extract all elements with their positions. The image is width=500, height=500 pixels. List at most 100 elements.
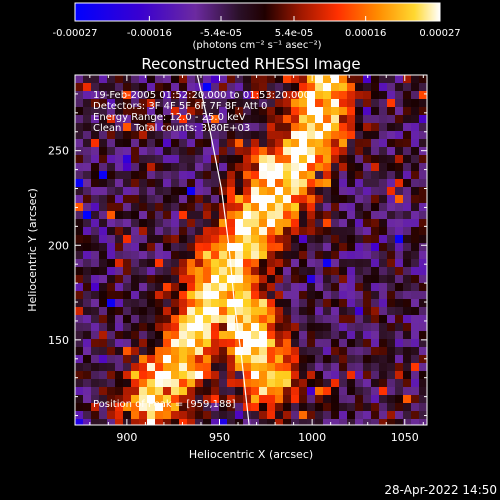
heatmap-cell xyxy=(211,419,220,425)
heatmap-cell xyxy=(203,267,212,276)
heatmap-cell xyxy=(99,227,108,236)
heatmap-cell xyxy=(315,147,324,156)
heatmap-cell xyxy=(235,235,244,244)
heatmap-cell xyxy=(299,91,308,100)
heatmap-cell xyxy=(379,323,388,332)
heatmap-cell xyxy=(187,99,196,108)
heatmap-cell xyxy=(219,323,228,332)
heatmap-cell xyxy=(83,339,92,348)
heatmap-cell xyxy=(339,267,348,276)
heatmap-cell xyxy=(155,147,164,156)
heatmap-cell xyxy=(315,219,324,228)
heatmap-cell xyxy=(339,171,348,180)
heatmap-cell xyxy=(371,139,380,148)
heatmap-cell xyxy=(363,203,372,212)
heatmap-cell xyxy=(259,235,268,244)
heatmap-cell xyxy=(275,163,284,172)
heatmap-cell xyxy=(203,99,212,108)
heatmap-cell xyxy=(291,187,300,196)
heatmap-cell xyxy=(75,267,84,276)
heatmap-cell xyxy=(291,139,300,148)
heatmap-cell xyxy=(235,387,244,396)
heatmap-cell xyxy=(299,259,308,268)
heatmap-cell xyxy=(251,195,260,204)
heatmap-cell xyxy=(339,379,348,388)
heatmap-cell xyxy=(411,179,420,188)
heatmap-cell xyxy=(91,243,100,252)
heatmap-cell xyxy=(403,291,412,300)
heatmap-cell xyxy=(75,99,84,108)
heatmap-cell xyxy=(91,395,100,404)
heatmap-cell xyxy=(83,115,92,124)
heatmap-cell xyxy=(227,219,236,228)
heatmap-cell xyxy=(315,419,324,425)
heatmap-cell xyxy=(179,139,188,148)
heatmap-cell xyxy=(379,387,388,396)
heatmap-cell xyxy=(323,187,332,196)
heatmap-cell xyxy=(347,179,356,188)
heatmap-cell xyxy=(171,411,180,420)
heatmap-cell xyxy=(387,75,396,84)
heatmap-cell xyxy=(395,347,404,356)
heatmap-cell xyxy=(75,387,84,396)
heatmap-cell xyxy=(171,83,180,92)
heatmap-cell xyxy=(347,171,356,180)
heatmap-cell xyxy=(307,91,316,100)
heatmap-cell xyxy=(315,83,324,92)
heatmap-cell xyxy=(227,379,236,388)
heatmap-cell xyxy=(147,299,156,308)
heatmap-cell xyxy=(235,323,244,332)
heatmap-cell xyxy=(243,419,252,425)
heatmap-cell xyxy=(203,91,212,100)
heatmap-cell xyxy=(379,203,388,212)
heatmap-cell xyxy=(107,99,116,108)
heatmap-cell xyxy=(379,131,388,140)
heatmap-cell xyxy=(347,235,356,244)
heatmap-cell xyxy=(379,339,388,348)
heatmap-cell xyxy=(155,123,164,132)
heatmap-cell xyxy=(139,107,148,116)
heatmap-cell xyxy=(195,275,204,284)
heatmap-cell xyxy=(251,115,260,124)
heatmap-cell xyxy=(395,395,404,404)
heatmap-cell xyxy=(99,107,108,116)
heatmap-cell xyxy=(211,259,220,268)
heatmap-cell xyxy=(235,355,244,364)
heatmap-cell xyxy=(131,275,140,284)
heatmap-cell xyxy=(275,83,284,92)
heatmap-cell xyxy=(403,195,412,204)
heatmap-cell xyxy=(371,179,380,188)
heatmap-cell xyxy=(299,419,308,425)
heatmap-cell xyxy=(123,315,132,324)
heatmap-cell xyxy=(91,387,100,396)
heatmap-cell xyxy=(363,75,372,84)
heatmap-cell xyxy=(115,203,124,212)
heatmap-cell xyxy=(411,379,420,388)
colorbar-unit-label: (photons cm⁻² s⁻¹ asec⁻²) xyxy=(192,40,321,51)
heatmap-cell xyxy=(395,107,404,116)
heatmap-cell xyxy=(299,395,308,404)
heatmap-cell xyxy=(315,315,324,324)
heatmap-cell xyxy=(347,99,356,108)
heatmap-cell xyxy=(123,395,132,404)
heatmap-cell xyxy=(123,163,132,172)
heatmap-cell xyxy=(315,91,324,100)
heatmap-cell xyxy=(155,363,164,372)
heatmap-cell xyxy=(419,211,427,220)
heatmap-cell xyxy=(83,235,92,244)
heatmap-cell xyxy=(363,355,372,364)
heatmap-cell xyxy=(187,227,196,236)
heatmap-cell xyxy=(227,115,236,124)
heatmap-cell xyxy=(163,371,172,380)
heatmap-cell xyxy=(75,227,84,236)
heatmap-cell xyxy=(307,219,316,228)
heatmap-cell xyxy=(331,411,340,420)
heatmap-cell xyxy=(251,211,260,220)
heatmap-cell xyxy=(315,363,324,372)
heatmap-cell xyxy=(275,283,284,292)
heatmap-cell xyxy=(179,163,188,172)
heatmap-cell xyxy=(307,179,316,188)
heatmap-cell xyxy=(371,347,380,356)
heatmap-cell xyxy=(347,107,356,116)
heatmap-cell xyxy=(307,331,316,340)
